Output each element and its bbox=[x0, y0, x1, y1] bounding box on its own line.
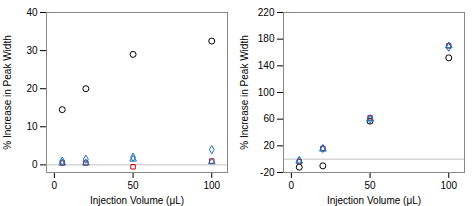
svg-text:0: 0 bbox=[52, 180, 58, 191]
svg-text:10: 10 bbox=[26, 121, 38, 132]
svg-text:% Increase in Peak Width: % Increase in Peak Width bbox=[239, 35, 250, 150]
svg-text:Injection Volume (μL): Injection Volume (μL) bbox=[90, 195, 184, 206]
svg-text:50: 50 bbox=[365, 180, 377, 191]
svg-text:40: 40 bbox=[26, 7, 38, 18]
svg-text:0: 0 bbox=[289, 180, 295, 191]
svg-text:20: 20 bbox=[26, 83, 38, 94]
svg-text:0: 0 bbox=[32, 159, 38, 170]
svg-text:Injection Volume (μL): Injection Volume (μL) bbox=[327, 195, 421, 206]
svg-text:50: 50 bbox=[128, 180, 140, 191]
svg-text:100: 100 bbox=[258, 87, 275, 98]
svg-text:100: 100 bbox=[203, 180, 220, 191]
svg-text:140: 140 bbox=[258, 60, 275, 71]
svg-text:30: 30 bbox=[26, 45, 38, 56]
svg-text:180: 180 bbox=[258, 33, 275, 44]
svg-text:-20: -20 bbox=[260, 167, 275, 178]
svg-text:20: 20 bbox=[263, 140, 275, 151]
svg-text:% Increase in Peak Width: % Increase in Peak Width bbox=[2, 35, 13, 150]
svg-text:100: 100 bbox=[440, 180, 457, 191]
svg-text:60: 60 bbox=[263, 113, 275, 124]
svg-text:220: 220 bbox=[258, 7, 275, 18]
